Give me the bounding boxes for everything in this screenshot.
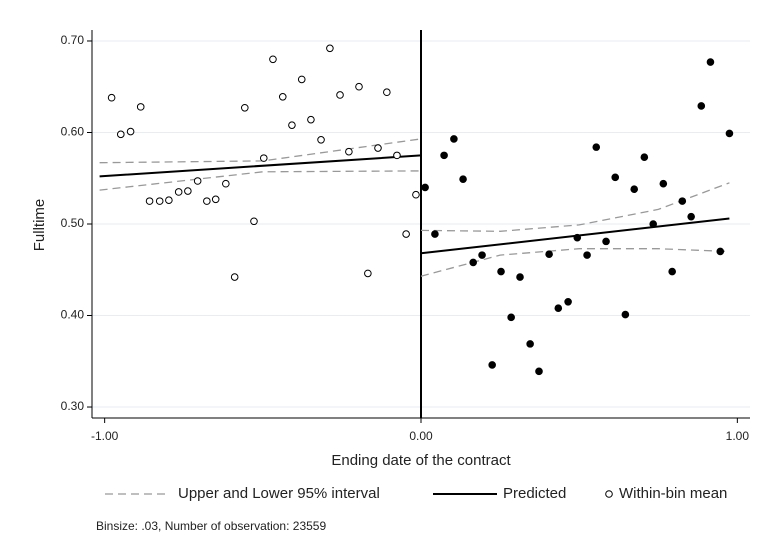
point bbox=[165, 196, 173, 205]
point bbox=[383, 88, 391, 97]
legend-key bbox=[605, 490, 613, 498]
point bbox=[554, 304, 563, 312]
legend-label: Within-bin mean bbox=[619, 485, 727, 502]
x-tick-label: 1.00 bbox=[726, 429, 750, 443]
point bbox=[222, 179, 230, 188]
point bbox=[355, 82, 363, 91]
point bbox=[459, 175, 467, 183]
point bbox=[611, 173, 620, 182]
point bbox=[507, 313, 515, 322]
point bbox=[545, 250, 553, 258]
point bbox=[440, 151, 448, 160]
legend-label: Upper and Lower 95% interval bbox=[178, 485, 380, 502]
point bbox=[211, 195, 220, 204]
point bbox=[678, 197, 687, 205]
y-tick-label: 0.70 bbox=[61, 33, 85, 47]
point bbox=[393, 151, 401, 160]
point bbox=[573, 233, 582, 242]
point bbox=[706, 58, 715, 66]
point bbox=[336, 91, 344, 99]
note: Binsize: .03, Number of observation: 235… bbox=[96, 519, 326, 533]
point bbox=[317, 136, 325, 144]
point bbox=[640, 153, 649, 161]
point bbox=[602, 237, 610, 246]
point bbox=[174, 188, 183, 196]
point bbox=[488, 361, 496, 369]
x-tick-label: -1.00 bbox=[91, 429, 119, 443]
point bbox=[240, 103, 249, 112]
point bbox=[630, 185, 639, 194]
point bbox=[203, 197, 211, 205]
y-axis-title: Fulltime bbox=[31, 199, 48, 252]
point bbox=[364, 269, 372, 278]
point bbox=[288, 121, 296, 129]
point bbox=[725, 129, 734, 138]
point bbox=[526, 340, 534, 348]
point bbox=[250, 217, 258, 226]
point bbox=[107, 93, 116, 102]
point bbox=[668, 267, 676, 276]
point bbox=[535, 367, 543, 376]
point bbox=[126, 127, 135, 136]
point bbox=[431, 230, 439, 238]
point bbox=[583, 251, 591, 259]
point bbox=[412, 190, 420, 199]
point bbox=[259, 154, 268, 162]
point bbox=[155, 197, 164, 205]
y-tick-label: 0.40 bbox=[61, 308, 85, 322]
point bbox=[297, 75, 306, 84]
point bbox=[116, 130, 125, 139]
point bbox=[421, 183, 429, 192]
point bbox=[687, 212, 695, 221]
point bbox=[326, 44, 334, 53]
point bbox=[564, 297, 572, 306]
x-tick-label: 0.00 bbox=[409, 429, 433, 443]
x-axis-title: Ending date of the contract bbox=[331, 452, 511, 469]
legend-label: Predicted bbox=[503, 485, 566, 502]
y-tick-label: 0.30 bbox=[61, 399, 85, 413]
point bbox=[402, 230, 410, 238]
point bbox=[145, 197, 154, 205]
line bbox=[99, 154, 730, 255]
line bbox=[99, 138, 730, 277]
y-tick-label: 0.50 bbox=[61, 216, 85, 230]
point bbox=[516, 273, 524, 281]
point bbox=[230, 273, 239, 281]
point bbox=[307, 115, 315, 124]
point bbox=[697, 102, 706, 110]
point bbox=[716, 247, 725, 256]
point bbox=[450, 135, 458, 143]
point bbox=[374, 144, 382, 152]
point bbox=[184, 187, 192, 195]
point bbox=[136, 103, 145, 111]
point bbox=[193, 177, 202, 185]
point bbox=[659, 179, 668, 188]
point bbox=[649, 220, 657, 228]
point bbox=[469, 258, 477, 267]
point bbox=[592, 143, 601, 151]
point bbox=[345, 147, 353, 156]
point bbox=[621, 310, 630, 319]
point bbox=[478, 251, 486, 259]
point bbox=[278, 93, 287, 101]
y-tick-label: 0.60 bbox=[61, 125, 85, 139]
point bbox=[269, 55, 277, 64]
point bbox=[497, 267, 505, 276]
